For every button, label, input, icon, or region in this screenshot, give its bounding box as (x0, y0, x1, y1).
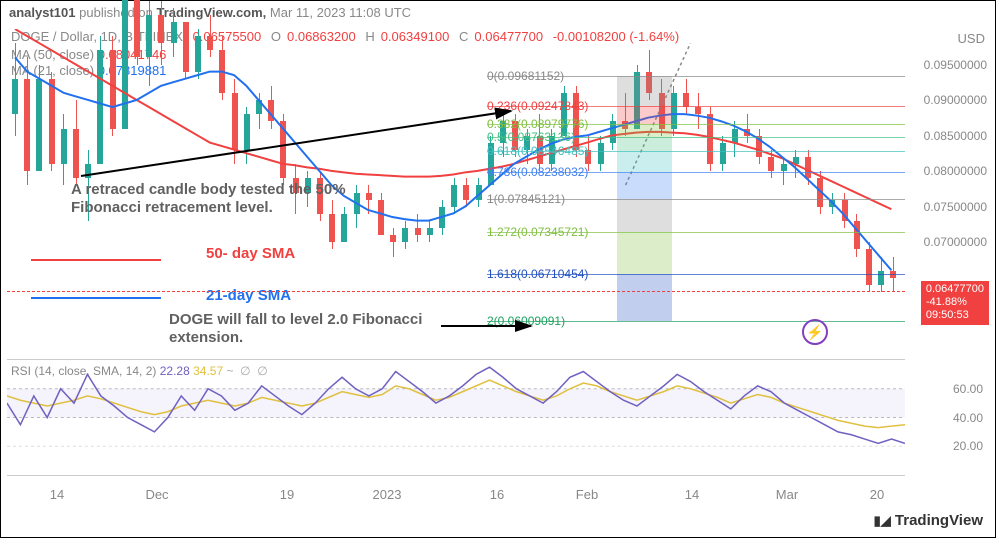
price-tick: 0.09000000 (924, 93, 987, 107)
fib-label: 0.236(0.09247843) (487, 99, 588, 113)
rsi-tick: 20.00 (953, 439, 983, 453)
current-price-line (7, 291, 905, 292)
rsi-lines (7, 360, 905, 475)
fib-label: 1.272(0.07345721) (487, 225, 588, 239)
fib-label: 0(0.09681152) (487, 69, 564, 83)
annotation-sma21: 21-day SMA (206, 287, 291, 304)
price-tick: 0.09500000 (924, 58, 987, 72)
annotation-fall-1: DOGE will fall to level 2.0 Fibonacci (169, 311, 422, 328)
rsi-panel[interactable]: RSI (14, close, SMA, 14, 2) 22.28 34.57 … (7, 359, 905, 476)
chart-frame: analyst101 published on TradingView.com,… (0, 0, 996, 538)
rsi-tick: 60.00 (953, 382, 983, 396)
time-tick: Mar (776, 487, 798, 502)
annotation-fall-2: extension. (169, 329, 243, 346)
fib-label: 0.5(0.08763136) (487, 130, 575, 144)
rsi-tick: 40.00 (953, 411, 983, 425)
tradingview-watermark: ▮◢ TradingView (874, 512, 983, 529)
time-tick: Feb (576, 487, 598, 502)
price-tick: 0.07500000 (924, 200, 987, 214)
fib-label: 0.382(0.08979776) (487, 117, 588, 131)
price-axis-unit: USD (958, 31, 985, 46)
annotation-sma50: 50- day SMA (206, 245, 295, 262)
time-tick: 14 (685, 487, 699, 502)
legend-sma21-line (31, 297, 161, 299)
time-tick: 19 (280, 487, 294, 502)
annotation-retrace-2: Fibonacci retracement level. (71, 199, 273, 216)
fib-label: 0.786(0.08238032) (487, 165, 588, 179)
price-tick: 0.08500000 (924, 129, 987, 143)
author-name: analyst101 (9, 5, 76, 20)
current-price-box: 0.06477700 -41.88% 09:50:53 (921, 281, 989, 325)
time-tick: 20 (870, 487, 884, 502)
time-tick: Dec (145, 487, 168, 502)
price-tick: 0.07000000 (924, 235, 987, 249)
price-tick: 0.08000000 (924, 164, 987, 178)
publish-date: Mar 11, 2023 11:08 UTC (270, 5, 411, 20)
time-tick: 2023 (373, 487, 402, 502)
fib-label: 0.618(0.08546485) (487, 144, 588, 158)
fib-label: 2(0.06009091) (487, 314, 565, 328)
bolt-icon: ⚡ (802, 319, 828, 345)
time-tick: 14 (50, 487, 64, 502)
fib-label: 1(0.07845121) (487, 192, 565, 206)
time-tick: 16 (490, 487, 504, 502)
annotation-retrace-1: A retraced candle body tested the 50% (71, 181, 346, 198)
time-axis: 14 Dec 19 2023 16 Feb 14 Mar 20 (7, 487, 905, 507)
fib-label: 1.618(0.06710454) (487, 267, 588, 281)
legend-sma50-line (31, 259, 161, 261)
